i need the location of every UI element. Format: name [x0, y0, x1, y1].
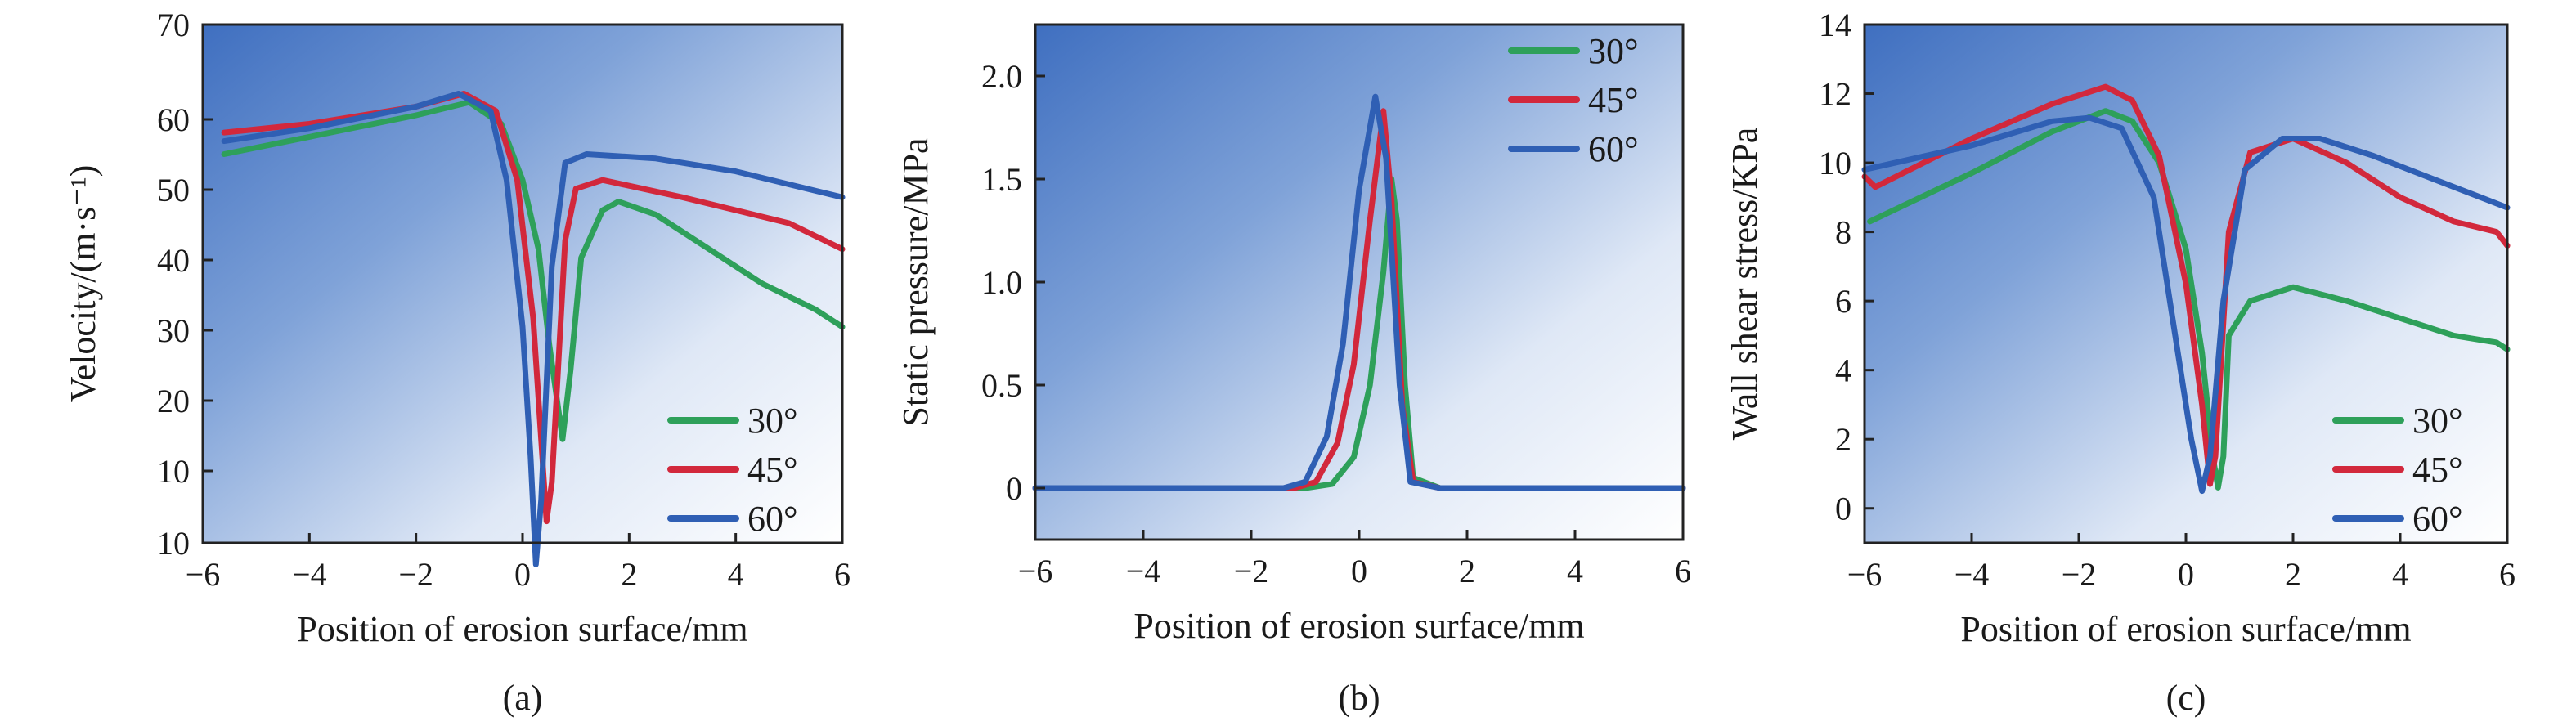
y-axis-label: Wall shear stress/KPa: [1725, 128, 1765, 441]
plot-area: [203, 25, 842, 543]
series-line-30°: [1867, 108, 2511, 491]
x-tick-label: 2: [621, 556, 637, 593]
x-tick-label: −6: [186, 556, 221, 593]
y-tick-label: 0: [1006, 470, 1022, 507]
panel-label: (a): [503, 678, 543, 718]
legend-entry: 30°: [747, 401, 798, 441]
legend-entry: 60°: [1588, 129, 1639, 169]
y-tick-label: 6: [1835, 283, 1851, 320]
x-tick-label: 0: [1351, 553, 1367, 589]
legend-entry: 45°: [747, 450, 798, 490]
panel-2: −6 −4 −2 0 2 4 6 0 0.5 1.0 1.5 2.0 Position of erosi…: [895, 23, 1691, 718]
x-tick-label: 2: [2285, 556, 2301, 593]
legend-entry: 45°: [2412, 450, 2463, 490]
x-tick-label: 0: [2178, 556, 2194, 593]
y-tick-label: 70: [157, 7, 190, 43]
x-tick-label: −4: [1954, 556, 1990, 593]
legend-entry: 45°: [1588, 80, 1639, 120]
legend: 30° 45° 60°: [1508, 31, 1639, 169]
x-tick-label: 6: [2499, 556, 2515, 593]
y-tick-label: 60: [157, 101, 190, 138]
y-tick-label: 30: [157, 312, 190, 349]
y-tick-label: 0: [1835, 491, 1851, 527]
legend: 30° 45° 60°: [667, 401, 798, 539]
x-axis-label: Position of erosion surface/mm: [1133, 606, 1584, 646]
y-tick-label: 20: [157, 383, 190, 419]
x-tick-label: −4: [292, 556, 327, 593]
y-tick-label: 0.5: [981, 367, 1022, 404]
x-tick-label: 4: [1567, 553, 1583, 589]
series-line-30°: [221, 99, 846, 442]
y-tick-label: 2: [1835, 421, 1851, 458]
y-tick-label: 40: [157, 242, 190, 279]
x-tick-label: −2: [2062, 556, 2097, 593]
series-line-45°: [1861, 83, 2511, 487]
y-tick-label: 4: [1835, 352, 1851, 389]
x-tick-label: −6: [1018, 553, 1053, 589]
y-tick-label: 10: [157, 453, 190, 490]
legend-entry: 60°: [2412, 499, 2463, 539]
x-tick-label: 4: [2392, 556, 2408, 593]
legend: 30° 45° 60°: [2332, 401, 2463, 539]
y-axis-label: Velocity/(m·s⁻¹): [63, 165, 103, 403]
x-tick-label: 4: [728, 556, 744, 593]
series-line-60°: [1861, 114, 2511, 495]
y-tick-label: 1.0: [981, 264, 1022, 301]
series-line-60°: [1032, 93, 1686, 491]
plot-area: [1035, 25, 1683, 540]
x-tick-label: −2: [398, 556, 433, 593]
y-tick-label: 10: [1819, 145, 1851, 182]
y-tick-label: 10: [157, 525, 190, 562]
x-axis-label: Position of erosion surface/mm: [297, 609, 747, 649]
x-tick-label: 6: [1675, 553, 1691, 589]
panel-1: −6 −4 −2 0 2 4 6 10 10 20 30 40 50 60 70 Position of er…: [63, 7, 850, 718]
legend-entry: 60°: [747, 499, 798, 539]
x-tick-label: 0: [514, 556, 531, 593]
y-tick-label: 50: [157, 172, 190, 208]
x-tick-label: −2: [1234, 553, 1269, 589]
x-tick-label: −6: [1847, 556, 1883, 593]
x-tick-label: 6: [834, 556, 850, 593]
panel-label: (b): [1338, 678, 1380, 718]
y-tick-label: 2.0: [981, 58, 1022, 95]
y-tick-label: 8: [1835, 214, 1851, 251]
legend-entry: 30°: [1588, 31, 1639, 71]
panel-3: −6 −4 −2 0 2 4 6 0 2 4 6 8 10 12 14 Position of erosion…: [1725, 7, 2515, 718]
y-tick-label: 1.5: [981, 161, 1022, 198]
panel-label: (c): [2166, 678, 2206, 718]
y-tick-label: 14: [1819, 7, 1851, 43]
x-tick-label: 2: [1459, 553, 1475, 589]
series-line-60°: [221, 91, 846, 567]
x-tick-label: −4: [1126, 553, 1161, 589]
y-tick-label: 12: [1819, 76, 1851, 113]
y-axis-label: Static pressure/MPa: [895, 137, 936, 426]
legend-entry: 30°: [2412, 401, 2463, 441]
x-axis-label: Position of erosion surface/mm: [1960, 609, 2411, 649]
